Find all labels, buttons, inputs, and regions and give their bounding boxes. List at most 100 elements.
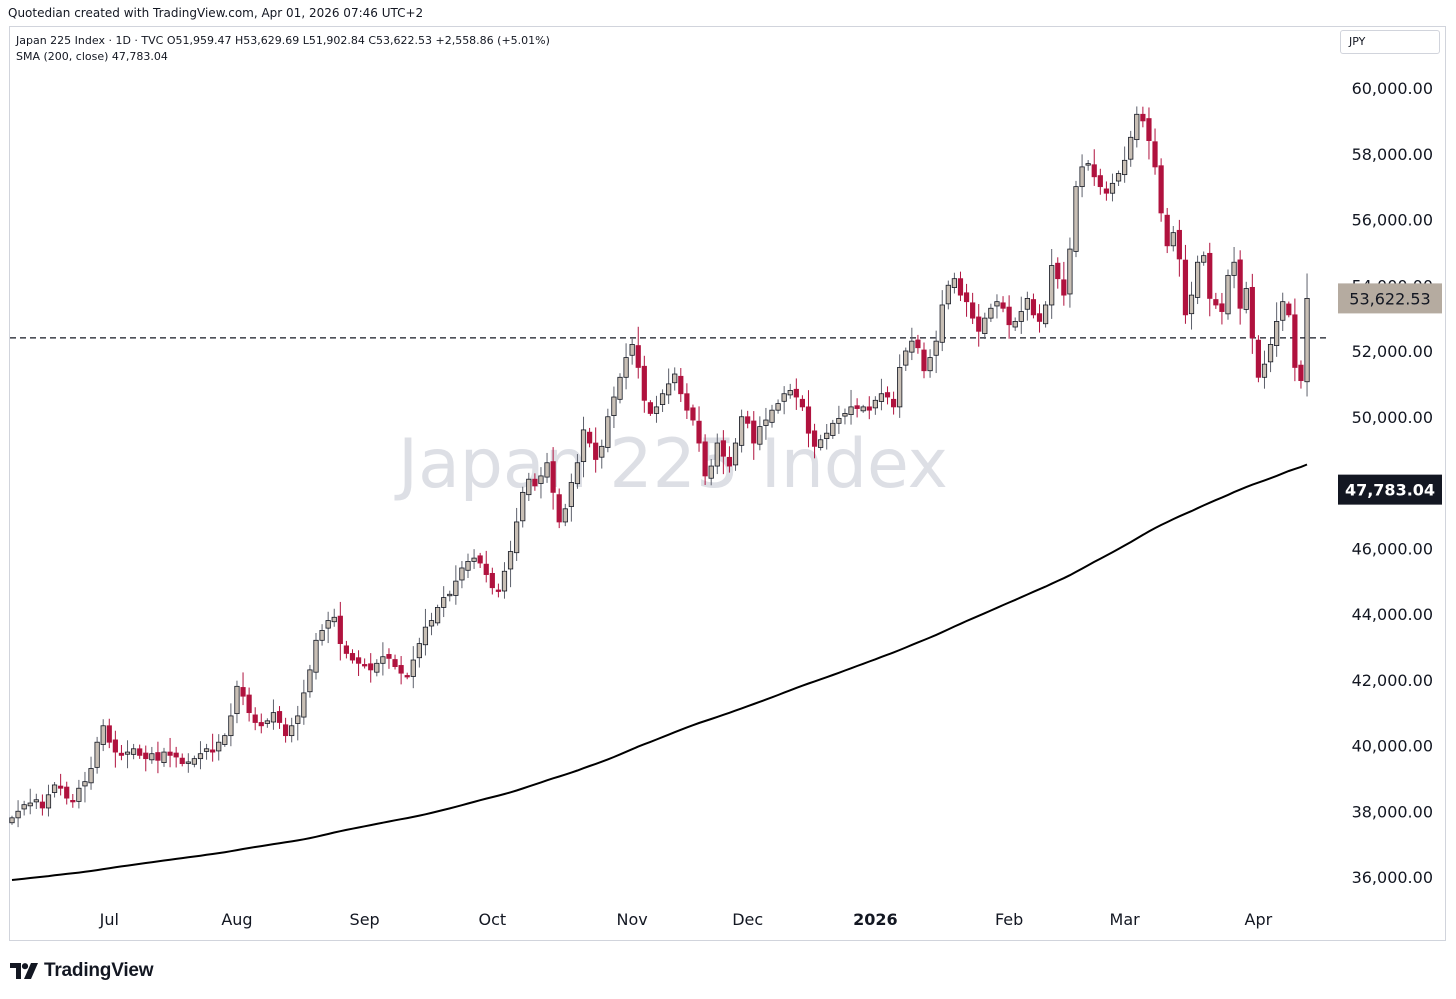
candle[interactable] — [331, 608, 337, 627]
candle[interactable] — [787, 383, 793, 399]
candle[interactable] — [1170, 225, 1176, 252]
candle[interactable] — [179, 753, 185, 767]
candle[interactable] — [933, 330, 939, 374]
candle[interactable] — [878, 378, 885, 411]
candle[interactable] — [1049, 249, 1055, 319]
candle[interactable] — [70, 794, 76, 808]
candle[interactable] — [1030, 293, 1037, 319]
candle[interactable] — [793, 378, 799, 410]
candle[interactable] — [538, 467, 544, 499]
candle[interactable] — [1103, 181, 1109, 201]
candle[interactable] — [951, 272, 958, 294]
candle[interactable] — [313, 632, 319, 680]
candle[interactable] — [556, 488, 562, 529]
candle[interactable] — [1128, 130, 1134, 167]
candle[interactable] — [252, 707, 258, 731]
candle[interactable] — [550, 447, 556, 510]
candle[interactable] — [599, 439, 605, 469]
candle[interactable] — [76, 779, 82, 809]
candle[interactable] — [137, 744, 143, 759]
candle[interactable] — [210, 733, 216, 762]
candle[interactable] — [94, 736, 100, 774]
candle[interactable] — [1182, 244, 1189, 324]
candle[interactable] — [392, 654, 398, 670]
candle[interactable] — [404, 672, 410, 680]
candle[interactable] — [732, 438, 739, 471]
candle[interactable] — [1243, 281, 1249, 314]
candle[interactable] — [197, 741, 204, 770]
candle[interactable] — [1255, 335, 1261, 383]
candle[interactable] — [678, 368, 684, 403]
candle[interactable] — [264, 718, 270, 728]
candle[interactable] — [811, 423, 818, 459]
candle[interactable] — [842, 408, 848, 425]
candle[interactable] — [1134, 106, 1140, 148]
tradingview-branding[interactable]: TradingView — [10, 959, 154, 983]
candle[interactable] — [514, 507, 520, 561]
candle[interactable] — [781, 386, 787, 415]
candle[interactable] — [447, 590, 453, 602]
candle[interactable] — [100, 719, 106, 752]
candle[interactable] — [434, 604, 441, 626]
candle[interactable] — [824, 423, 830, 450]
candle[interactable] — [1024, 291, 1030, 321]
candle[interactable] — [690, 404, 696, 426]
candle[interactable] — [368, 653, 374, 683]
candle[interactable] — [228, 703, 234, 747]
candle[interactable] — [149, 746, 155, 764]
candle[interactable] — [684, 383, 690, 419]
candle[interactable] — [1231, 246, 1237, 289]
candle[interactable] — [1140, 106, 1146, 128]
candle[interactable] — [143, 745, 149, 772]
candle[interactable] — [672, 367, 678, 391]
candle[interactable] — [246, 687, 252, 722]
candle[interactable] — [349, 649, 356, 664]
candle[interactable] — [64, 781, 70, 805]
candle[interactable] — [1261, 350, 1268, 389]
candle[interactable] — [593, 427, 599, 473]
candle[interactable] — [775, 399, 781, 414]
candle[interactable] — [9, 815, 15, 825]
candle[interactable] — [1188, 281, 1195, 330]
candle[interactable] — [763, 407, 769, 440]
currency-selector[interactable]: JPY — [1340, 30, 1440, 54]
candle[interactable] — [587, 427, 593, 448]
candle[interactable] — [994, 294, 1000, 319]
candle[interactable] — [1176, 219, 1182, 277]
candle[interactable] — [1043, 301, 1049, 328]
candle[interactable] — [441, 586, 447, 618]
candle[interactable] — [891, 391, 897, 415]
candle[interactable] — [739, 409, 745, 453]
candle[interactable] — [562, 503, 568, 527]
candle[interactable] — [623, 343, 629, 390]
candle[interactable] — [659, 389, 666, 412]
candle[interactable] — [921, 342, 927, 379]
candle[interactable] — [240, 672, 246, 706]
candle[interactable] — [51, 782, 58, 798]
candle[interactable] — [568, 473, 574, 522]
candle[interactable] — [374, 659, 380, 677]
candle[interactable] — [258, 713, 264, 734]
candle[interactable] — [319, 624, 325, 646]
candle[interactable] — [428, 612, 435, 636]
candle[interactable] — [884, 386, 891, 405]
candle[interactable] — [459, 561, 465, 589]
candle[interactable] — [130, 743, 137, 760]
candle[interactable] — [410, 646, 416, 689]
candle[interactable] — [988, 303, 994, 322]
candle[interactable] — [58, 773, 64, 796]
candle[interactable] — [757, 416, 763, 451]
candle[interactable] — [830, 419, 836, 439]
candle[interactable] — [222, 733, 228, 747]
candle[interactable] — [173, 746, 179, 768]
candle[interactable] — [276, 706, 283, 729]
candle[interactable] — [769, 404, 775, 428]
candle[interactable] — [106, 718, 112, 749]
candle[interactable] — [1000, 296, 1006, 313]
candle[interactable] — [1292, 298, 1298, 382]
candle[interactable] — [1213, 292, 1219, 309]
candle[interactable] — [915, 334, 921, 354]
candle[interactable] — [1280, 292, 1286, 331]
candle[interactable] — [745, 410, 751, 429]
